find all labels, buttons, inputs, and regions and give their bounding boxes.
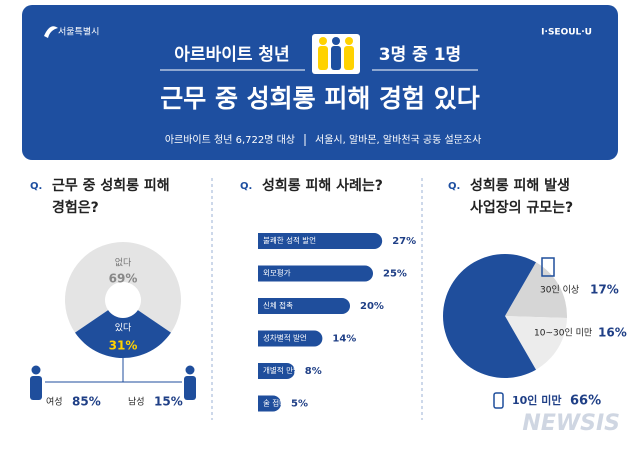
bar-label: 술 접대 강요 [263, 398, 302, 408]
bar [258, 330, 323, 347]
question-marker: Q. [30, 181, 42, 192]
bar-value: 8% [305, 366, 322, 377]
bar-value: 27% [392, 236, 416, 247]
person-body [30, 376, 42, 400]
gender-value: 15% [154, 395, 183, 409]
main-title: 근무 중 성희롱 피해 경험 있다 [160, 84, 480, 113]
question-marker: Q. [240, 181, 252, 192]
gender-value: 85% [72, 395, 101, 409]
sources: 서울시, 알바몬, 알바천국 공동 설문조사 [315, 134, 481, 146]
person-head [31, 365, 41, 375]
bar [258, 395, 281, 412]
headline-left: 아르바이트 청년 [174, 44, 289, 65]
logo-right: I·SEOUL·U [541, 28, 592, 38]
logo-left: 서울특별시 [58, 27, 99, 38]
bar-value: 25% [383, 269, 407, 280]
person-head [185, 365, 195, 375]
bar [258, 298, 350, 314]
pie-label: 10~30인 미만 [534, 328, 592, 339]
question-title: 경험은? [52, 199, 99, 216]
person-body [184, 376, 196, 400]
pie-value: 16% [598, 326, 627, 340]
question-title: 근무 중 성희롱 피해 [52, 178, 170, 194]
bar [258, 233, 383, 249]
segment-label: 없다 [115, 258, 132, 269]
gender-label: 남성 [128, 397, 145, 408]
bar [258, 265, 373, 282]
watermark: NEWSIS [522, 411, 620, 436]
pie-label: 30인 이상 [540, 285, 579, 296]
pie-segment [505, 316, 567, 370]
pie-label: 10인 미만 [512, 393, 562, 407]
subtitle: 아르바이트 청년 6,722명 대상 [165, 134, 295, 146]
gender-label: 여성 [46, 396, 63, 408]
segment-value: 31% [109, 339, 138, 353]
question-title: 성희롱 피해 발생 [470, 177, 570, 194]
headline-right: 3명 중 1명 [379, 45, 461, 65]
question-title: 성희롱 피해 사례는? [262, 178, 383, 194]
person-icon [30, 365, 42, 400]
bar-label: 개별적 만남 요구 [263, 365, 316, 375]
question-marker: Q. [448, 181, 460, 192]
segment-label: 있다 [115, 322, 132, 334]
phone-icon [493, 392, 504, 409]
pie-value: 17% [590, 283, 619, 297]
bar-value: 20% [360, 301, 384, 312]
people-icon [312, 34, 360, 74]
pie-segment [442, 254, 536, 378]
donut-segment [65, 242, 181, 333]
pie-value: 66% [570, 394, 601, 409]
logo-icon [44, 26, 58, 38]
bar-value: 14% [332, 334, 356, 345]
bar-value: 5% [291, 399, 308, 410]
building-icon [541, 257, 555, 277]
donut-segment [75, 310, 171, 358]
connector [45, 358, 182, 383]
segment-value: 69% [109, 272, 138, 286]
bar-label: 외모평가 [263, 268, 291, 278]
header-panel [22, 5, 618, 160]
bar-label: 신체 접촉 [263, 300, 293, 310]
bar-label: 불쾌한 성적 발언 [263, 235, 316, 245]
question-title: 사업장의 규모는? [470, 199, 573, 216]
person-icon [184, 365, 196, 400]
bar-label: 성차별적 발언 [263, 333, 307, 343]
bar [258, 363, 295, 379]
